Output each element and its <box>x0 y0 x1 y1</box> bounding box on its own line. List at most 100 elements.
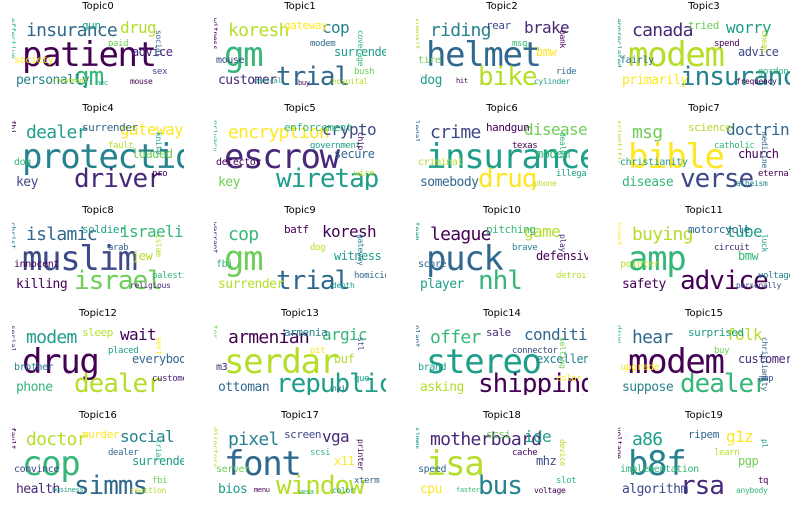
cloud-word: enforcement <box>284 121 353 134</box>
topic-title: Topic1 <box>284 1 316 12</box>
cloud-word: brother <box>14 362 54 373</box>
cloud-word: frequency <box>736 77 777 86</box>
cloud-word: sort <box>154 337 163 355</box>
cloud-word: dog <box>14 157 31 168</box>
cloud-word: cpu <box>420 482 442 497</box>
cloud-word: dog <box>420 73 442 88</box>
topic-title: Topic3 <box>688 1 720 12</box>
cloud-word: tube <box>726 222 763 241</box>
cloud-word: witness <box>334 249 382 263</box>
cloud-word: shipping <box>478 369 588 395</box>
cloud-word: placed <box>108 346 139 356</box>
cloud-word: scientific <box>618 120 623 165</box>
cloud-word: wait <box>120 325 157 344</box>
topic-title: Topic12 <box>79 308 117 319</box>
cloud-word: wiretap <box>276 164 379 190</box>
cloud-word: appreciated <box>618 18 623 68</box>
cloud-word: advice <box>132 45 173 59</box>
cloud-word: cop <box>228 224 259 245</box>
cloud-word: surprised <box>688 326 744 339</box>
cloud-word: murder <box>82 428 120 441</box>
cloud-word: bus <box>478 471 523 497</box>
cloud-word: anybody <box>736 486 768 495</box>
cloud-word: government <box>310 141 361 151</box>
cloud-word: ripem <box>688 428 719 441</box>
cloud-word: scsi <box>310 448 331 458</box>
topic-panel: Topic2 helmet bike riding brake dog bmw rear tir… <box>412 1 592 88</box>
cloud-word: circuit <box>714 243 750 253</box>
cloud-word: bible <box>628 137 725 177</box>
cloud-word: offer <box>430 327 481 348</box>
cloud-word: modem <box>628 342 725 382</box>
cloud-word: gm <box>224 35 264 75</box>
cloud-word: muslim <box>22 239 138 279</box>
cloud-word: defensive <box>536 249 588 263</box>
cloud-word: convince <box>14 464 59 475</box>
cloud-word: insurance <box>426 137 588 177</box>
cloud-word: printer <box>356 439 365 471</box>
cloud-word: trial <box>276 62 350 88</box>
cloud-word: cop <box>322 18 350 37</box>
cloud-word: customer <box>152 374 184 384</box>
cloud-word: dealer <box>680 369 769 395</box>
cloud-word: simms <box>74 471 148 497</box>
cloud-word: b8f <box>628 444 687 484</box>
cloud-word: excellent <box>536 352 588 366</box>
cloud-word: spend <box>618 222 623 245</box>
cloud-word: everybody <box>132 352 184 366</box>
topic-panel: Topic6 insurance drug crime disease somebody m… <box>412 103 592 190</box>
cloud-word: modem <box>310 39 336 49</box>
cloud-word: nyi <box>332 384 346 393</box>
cloud-word: selling <box>558 337 567 369</box>
topic-panel: Topic18 isa bus motherboard ide cpu mhz scsi spe… <box>412 410 592 497</box>
cloud-word: key <box>218 175 240 190</box>
cloud-word: fbi <box>152 476 168 486</box>
cloud-word: primarily <box>622 73 688 88</box>
cloud-word: surrender <box>334 45 386 59</box>
cloud-word: pixel <box>228 429 279 450</box>
cloud-word: screen <box>284 428 322 441</box>
cloud-word: motorcycle <box>688 223 750 236</box>
word-cloud: helmet bike riding brake dog bmw rear tire ride m… <box>416 16 588 88</box>
cloud-word: sex <box>152 67 168 77</box>
cloud-word: fault <box>108 141 134 151</box>
cloud-word: fbi <box>216 259 233 270</box>
cloud-word: surrender <box>82 121 138 134</box>
cloud-word: homicide <box>354 271 386 281</box>
cloud-word: window <box>276 471 365 497</box>
topic-panel: Topic9 gm trial cop koresh surrender witness ba… <box>210 205 390 292</box>
cloud-word: islam <box>154 234 163 257</box>
cloud-word: amp <box>628 239 687 279</box>
cloud-word: privacy <box>214 120 219 152</box>
cloud-word: church <box>738 147 779 161</box>
cloud-word: pit <box>310 346 326 356</box>
cloud-word: puck <box>426 239 504 279</box>
cloud-word: sleep <box>82 326 113 339</box>
cloud-word: cache <box>512 448 538 458</box>
cloud-word: health <box>16 482 60 497</box>
cloud-word: escrow <box>224 137 340 177</box>
topic-panel: Topic11 amp advice buying tube safety bmw motor… <box>614 205 794 292</box>
topic-title: Topic17 <box>281 410 319 421</box>
cloud-word: arab <box>108 243 129 253</box>
cloud-word: simms <box>416 427 421 450</box>
cloud-word: eternal <box>758 169 790 179</box>
cloud-word: buy <box>298 79 310 87</box>
cloud-word: depth <box>332 281 355 290</box>
cloud-word: religious <box>130 281 171 290</box>
cloud-word: medicine <box>760 132 769 168</box>
cloud-word: upgrade <box>620 362 660 373</box>
cloud-word: christ <box>12 222 17 249</box>
topic-panel: Topic17 font window pixel vga bios x11 screen se… <box>210 410 390 497</box>
cloud-word: tire <box>418 55 441 66</box>
cloud-word: islamic <box>26 224 98 245</box>
cloud-word: play <box>558 234 567 252</box>
topic-title: Topic8 <box>82 205 114 216</box>
cloud-word: voltage <box>758 271 790 281</box>
cloud-word: cylinder <box>534 77 570 86</box>
cloud-word: dealer <box>558 132 567 159</box>
